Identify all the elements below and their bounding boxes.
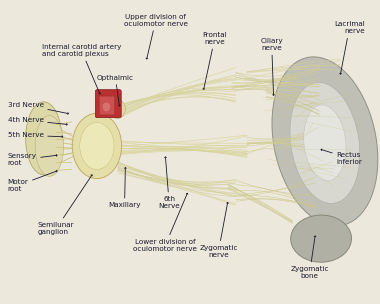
Text: Zygomatic
nerve: Zygomatic nerve [199, 202, 238, 258]
Text: 5th Nerve: 5th Nerve [8, 132, 63, 138]
Ellipse shape [290, 82, 360, 203]
Ellipse shape [26, 102, 62, 175]
FancyBboxPatch shape [95, 90, 121, 118]
Ellipse shape [304, 105, 346, 181]
Text: Opthalmic: Opthalmic [97, 74, 134, 106]
Text: Zygomatic
bone: Zygomatic bone [290, 236, 329, 279]
Text: Motor
root: Motor root [8, 170, 57, 192]
Text: Frontal
nerve: Frontal nerve [203, 32, 227, 89]
Text: Rectus
inferior: Rectus inferior [321, 149, 362, 164]
Ellipse shape [35, 116, 63, 176]
Ellipse shape [291, 215, 352, 262]
Text: 3rd Nerve: 3rd Nerve [8, 102, 68, 114]
FancyBboxPatch shape [99, 96, 115, 115]
Text: Upper division of
oculomotor nerve: Upper division of oculomotor nerve [124, 14, 188, 59]
Ellipse shape [72, 113, 122, 179]
Text: Internal carotid artery
and carotid plexus: Internal carotid artery and carotid plex… [42, 44, 121, 94]
Text: 6th
Nerve: 6th Nerve [158, 157, 180, 209]
Ellipse shape [102, 102, 111, 112]
Text: Lacrimal
nerve: Lacrimal nerve [334, 21, 365, 74]
Text: Sensory
root: Sensory root [8, 153, 57, 166]
Ellipse shape [80, 122, 114, 170]
Text: Ciliary
nerve: Ciliary nerve [260, 38, 283, 95]
Text: Semilunar
ganglion: Semilunar ganglion [38, 175, 92, 235]
Text: Maxillary: Maxillary [108, 168, 141, 208]
Ellipse shape [110, 100, 125, 119]
Text: Lower division of
oculomotor nerve: Lower division of oculomotor nerve [133, 193, 197, 252]
Ellipse shape [272, 57, 378, 226]
Text: 4th Nerve: 4th Nerve [8, 117, 67, 125]
